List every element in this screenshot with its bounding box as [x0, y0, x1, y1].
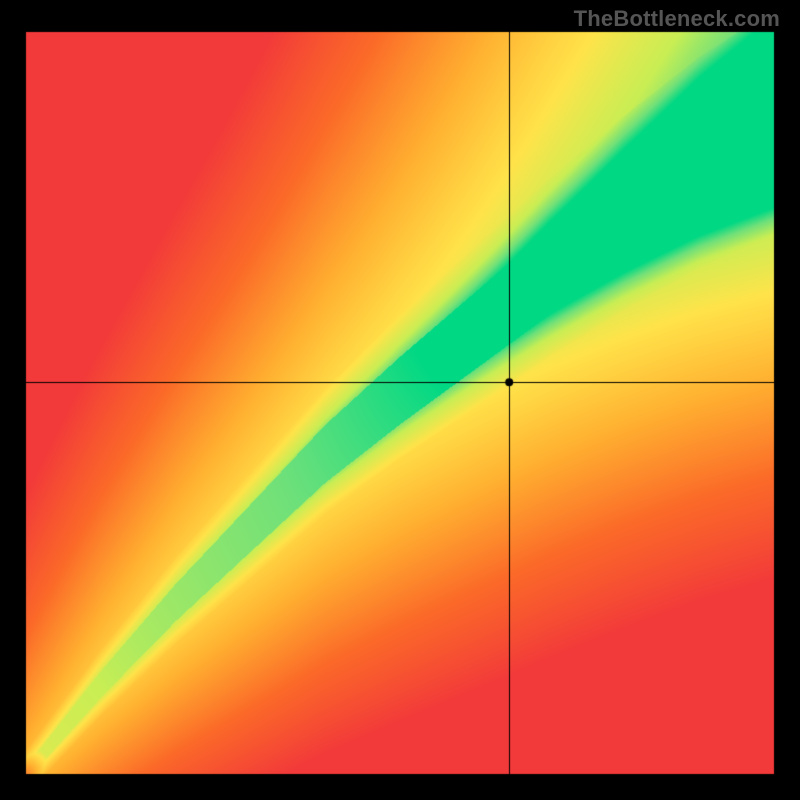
chart-container: TheBottleneck.com [0, 0, 800, 800]
watermark-text: TheBottleneck.com [574, 6, 780, 32]
bottleneck-heatmap [0, 0, 800, 800]
